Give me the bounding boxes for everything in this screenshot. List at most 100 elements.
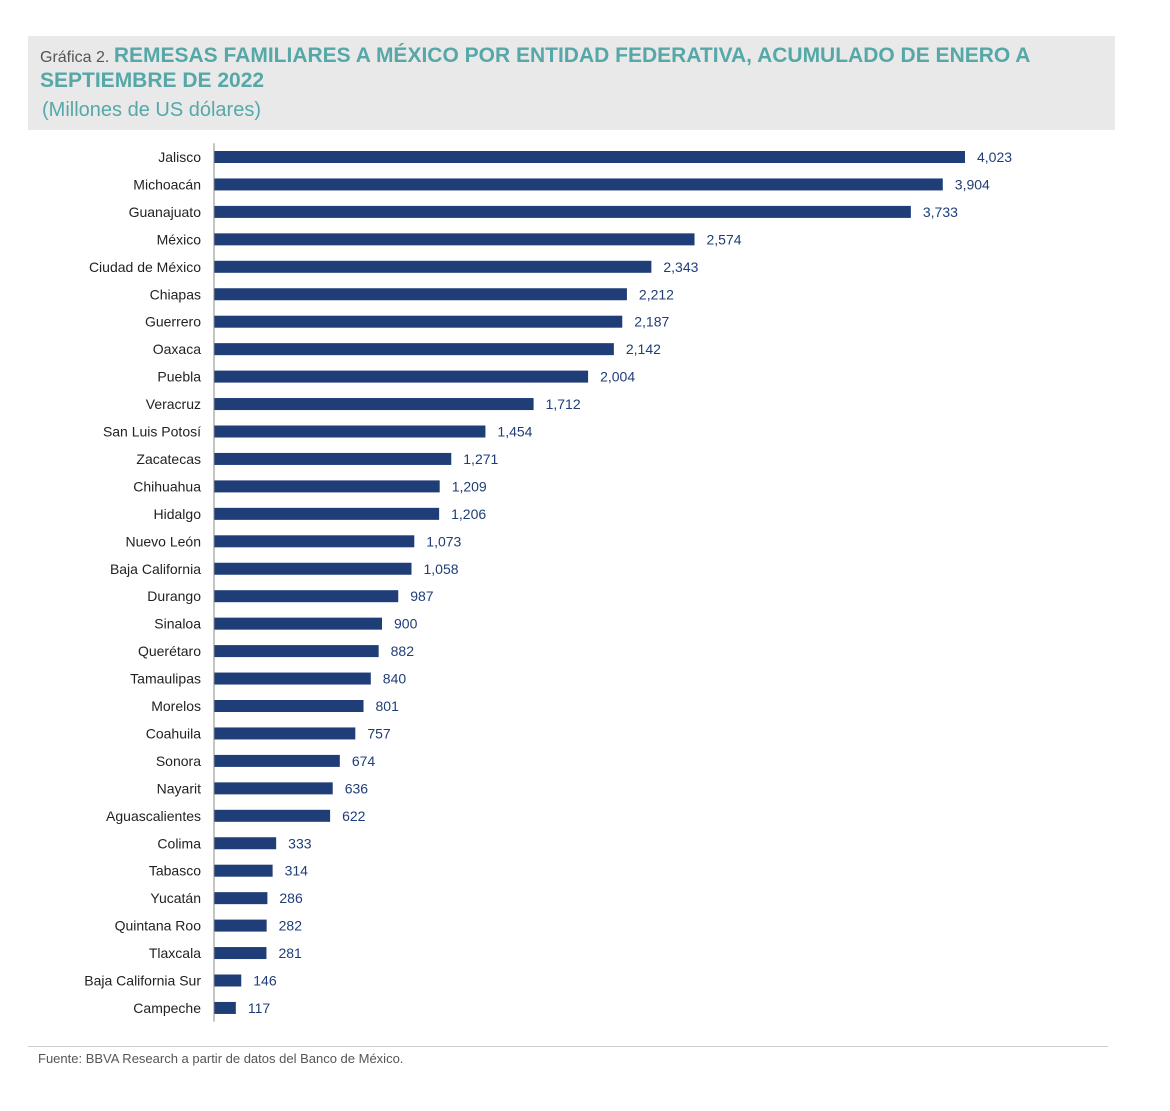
bar-colima: [214, 837, 277, 850]
value-label-campeche: 117: [248, 1000, 271, 1016]
category-label-aguascalientes: Aguascalientes: [106, 808, 201, 824]
footer-divider: [28, 1046, 1108, 1047]
category-label-baja-california: Baja California: [110, 561, 201, 577]
bar-zacatecas: [214, 452, 452, 465]
bar-tabasco: [214, 864, 273, 877]
title-line-1: Gráfica 2. REMESAS FAMILIARES A MÉXICO P…: [40, 44, 1030, 68]
value-label-quintana-roo: 282: [279, 918, 303, 934]
value-label-tabasco: 314: [285, 863, 309, 879]
category-label-sinaloa: Sinaloa: [154, 616, 201, 632]
value-label-michoacan: 3,904: [955, 176, 990, 192]
category-label-guerrero: Guerrero: [145, 314, 201, 330]
bar-chiapas: [214, 288, 627, 301]
category-label-michoacan: Michoacán: [133, 176, 201, 192]
bar-tamaulipas: [214, 672, 371, 685]
category-label-san-luis-potosi: San Luis Potosí: [103, 424, 201, 440]
chart-title: REMESAS FAMILIARES A MÉXICO POR ENTIDAD …: [113, 44, 1031, 67]
bar-baja-california-sur: [214, 974, 242, 987]
value-label-durango: 987: [410, 588, 434, 604]
title-line-2: SEPTIEMBRE DE 2022: [40, 69, 264, 93]
chart-subtitle: (Millones de US dólares): [42, 99, 261, 121]
bar-sonora: [214, 754, 340, 767]
value-label-queretaro: 882: [391, 643, 415, 659]
value-label-chihuahua: 1,209: [452, 478, 487, 494]
category-label-nayarit: Nayarit: [157, 780, 201, 796]
bar-michoacan: [214, 178, 943, 191]
bar-campeche: [214, 1001, 236, 1014]
value-label-sonora: 674: [352, 753, 376, 769]
value-label-aguascalientes: 622: [342, 808, 366, 824]
bar-morelos: [214, 700, 364, 712]
bar-hidalgo: [214, 507, 440, 520]
category-label-mexico: México: [157, 231, 202, 247]
bar-tlaxcala: [214, 947, 267, 960]
value-label-tamaulipas: 840: [383, 671, 407, 687]
bar-jalisco: [214, 151, 965, 163]
bar-baja-california: [214, 562, 412, 575]
bar-quintana-roo: [214, 919, 267, 932]
bars-group: [214, 151, 965, 1014]
value-label-ciudad-de-mexico: 2,343: [663, 259, 698, 275]
category-label-yucatan: Yucatán: [150, 890, 201, 906]
value-label-chiapas: 2,212: [639, 286, 674, 302]
category-label-quintana-roo: Quintana Roo: [115, 918, 202, 934]
bar-chihuahua: [214, 480, 440, 493]
value-label-puebla: 2,004: [600, 369, 635, 385]
category-label-chihuahua: Chihuahua: [133, 478, 201, 494]
category-label-puebla: Puebla: [157, 369, 201, 385]
value-label-tlaxcala: 281: [278, 945, 302, 961]
value-label-morelos: 801: [376, 698, 400, 714]
bar-coahuila: [214, 727, 356, 740]
value-labels: 4,023 3,904 3,733 2,574 2,343 2,212 2,187 2,142…: [248, 149, 1012, 1016]
category-label-coahuila: Coahuila: [146, 725, 201, 741]
bar-oaxaca: [214, 343, 614, 356]
bar-guerrero: [214, 315, 623, 328]
category-label-oaxaca: Oaxaca: [153, 341, 201, 357]
value-label-hidalgo: 1,206: [451, 506, 486, 522]
bar-yucatan: [214, 892, 268, 905]
category-label-colima: Colima: [157, 835, 201, 851]
category-label-durango: Durango: [147, 588, 201, 604]
bar-chart: Jalisco Michoacán Guanajuato México Ciudad d…: [84, 143, 1012, 1022]
value-label-guerrero: 2,187: [634, 314, 669, 330]
bar-mexico: [214, 233, 695, 246]
value-label-baja-california: 1,058: [424, 561, 459, 577]
value-label-zacatecas: 1,271: [463, 451, 498, 467]
bar-nayarit: [214, 782, 333, 795]
chart-header: Gráfica 2. REMESAS FAMILIARES A MÉXICO P…: [28, 36, 1115, 130]
value-label-jalisco: 4,023: [977, 149, 1012, 165]
value-label-veracruz: 1,712: [546, 396, 581, 412]
bar-durango: [214, 590, 399, 603]
category-label-hidalgo: Hidalgo: [154, 506, 202, 522]
bar-sinaloa: [214, 617, 383, 630]
category-label-chiapas: Chiapas: [150, 286, 201, 302]
chart-title-continued: SEPTIEMBRE DE 2022: [40, 69, 265, 92]
category-label-zacatecas: Zacatecas: [136, 451, 201, 467]
category-label-morelos: Morelos: [151, 698, 201, 714]
bar-nuevo-leon: [214, 535, 415, 548]
category-label-ciudad-de-mexico: Ciudad de México: [89, 259, 201, 275]
bar-san-luis-potosi: [214, 425, 486, 438]
category-label-sonora: Sonora: [156, 753, 201, 769]
value-label-sinaloa: 900: [394, 616, 418, 632]
source-note: Fuente: BBVA Research a partir de datos …: [38, 1051, 404, 1066]
category-label-veracruz: Veracruz: [146, 396, 201, 412]
value-label-oaxaca: 2,142: [626, 341, 661, 357]
value-label-nayarit: 636: [345, 780, 369, 796]
bar-guanajuato: [214, 205, 911, 218]
chart-number: Gráfica 2.: [40, 49, 110, 66]
category-label-nuevo-leon: Nuevo León: [125, 533, 201, 549]
value-label-san-luis-potosi: 1,454: [497, 424, 532, 440]
value-label-baja-california-sur: 146: [253, 973, 277, 989]
bar-veracruz: [214, 398, 534, 411]
category-label-tlaxcala: Tlaxcala: [149, 945, 201, 961]
value-label-guanajuato: 3,733: [923, 204, 958, 220]
category-label-tabasco: Tabasco: [149, 863, 201, 879]
category-label-jalisco: Jalisco: [158, 149, 201, 165]
category-label-guanajuato: Guanajuato: [129, 204, 202, 220]
category-label-campeche: Campeche: [133, 1000, 201, 1016]
value-label-colima: 333: [288, 835, 312, 851]
category-label-baja-california-sur: Baja California Sur: [84, 973, 201, 989]
category-labels: Jalisco Michoacán Guanajuato México Ciudad d…: [84, 149, 201, 1016]
category-label-queretaro: Querétaro: [138, 643, 201, 659]
